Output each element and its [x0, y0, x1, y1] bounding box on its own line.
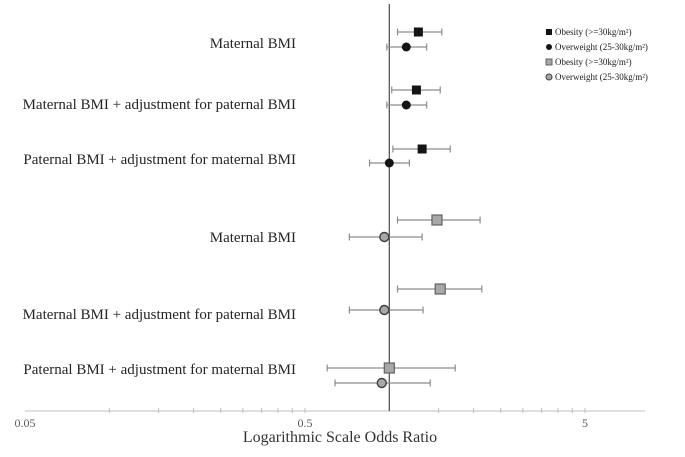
or-marker-square [431, 214, 443, 226]
legend-square-icon [545, 58, 553, 66]
or-marker-circle [379, 231, 390, 243]
or-marker-square [413, 27, 423, 37]
or-marker-circle [376, 377, 387, 389]
or-marker-circle [379, 304, 390, 316]
row-label: Paternal BMI + adjustment for maternal B… [23, 362, 296, 378]
row-label: Paternal BMI + adjustment for maternal B… [23, 152, 296, 168]
row-label: Maternal BMI + adjustment for paternal B… [23, 97, 296, 113]
row-label: Maternal BMI + adjustment for paternal B… [23, 307, 296, 323]
or-marker-square [434, 283, 446, 295]
or-marker-square [411, 85, 421, 95]
x-axis-tick-label: 5 [582, 416, 588, 430]
or-marker-circle [401, 42, 411, 52]
legend-item-label: Obesity (>=30kg/m²) [555, 27, 632, 37]
legend-item-label: Obesity (>=30kg/m²) [555, 57, 632, 67]
or-marker-circle [384, 158, 394, 168]
legend-item-label: Overweight (25-30kg/m²) [555, 72, 648, 82]
x-axis-title: Logarithmic Scale Odds Ratio [243, 429, 437, 446]
or-marker-circle [401, 100, 411, 110]
row-label: Maternal BMI [210, 36, 296, 52]
x-axis-tick-label: 0.5 [298, 416, 313, 430]
legend-square-icon [546, 29, 552, 35]
legend-circle-icon [545, 73, 553, 81]
legend-circle-icon [546, 44, 552, 50]
legend-item-label: Overweight (25-30kg/m²) [555, 42, 648, 52]
or-marker-square [417, 144, 427, 154]
or-marker-square [383, 362, 395, 374]
row-label: Maternal BMI [210, 230, 296, 246]
x-axis-tick-label: 0.05 [15, 416, 36, 430]
